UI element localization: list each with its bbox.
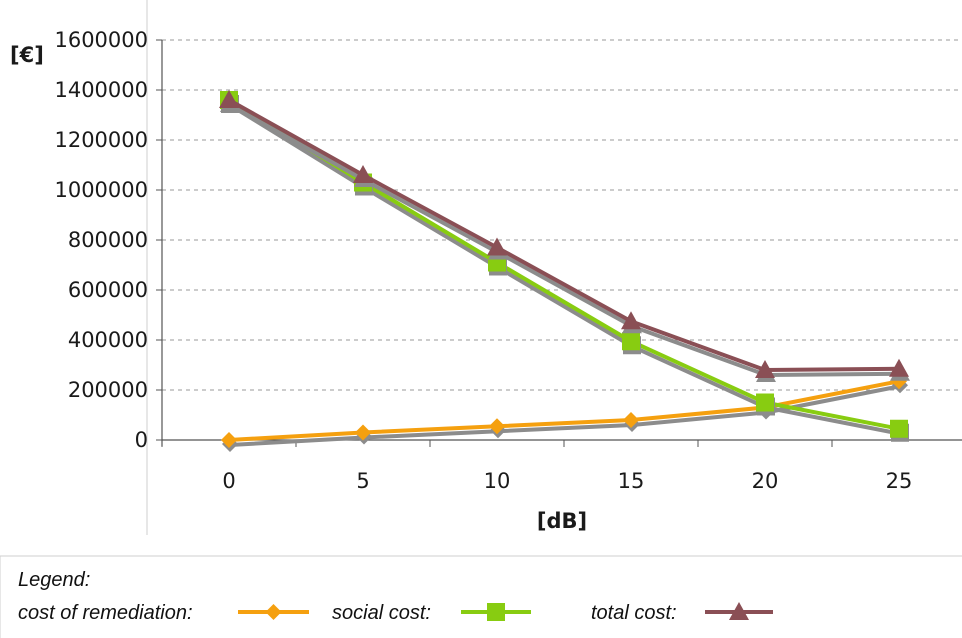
- legend: Legend: cost of remediation: social cost…: [18, 569, 773, 624]
- data-point: [621, 311, 641, 330]
- series-line: [228, 379, 900, 442]
- series-1: [220, 91, 909, 442]
- series-line: [228, 98, 900, 372]
- x-tick-label: 10: [484, 469, 511, 493]
- legend-label-remediation: cost of remediation:: [18, 602, 193, 624]
- y-tick-label: 1000000: [54, 178, 148, 202]
- legend-label-social: social cost:: [332, 602, 431, 624]
- legend-title: Legend:: [18, 569, 90, 591]
- data-point: [623, 412, 639, 428]
- y-tick-label: 800000: [68, 228, 148, 252]
- legend-marker: [729, 602, 749, 620]
- y-tick-label: 600000: [68, 278, 148, 302]
- x-tick-label: 20: [752, 469, 779, 493]
- x-tick-label: 0: [222, 469, 235, 493]
- x-tick-label: 25: [886, 469, 913, 493]
- data-point: [755, 360, 775, 378]
- y-tick-label: 1600000: [54, 28, 148, 52]
- legend-symbol-social: [461, 603, 531, 621]
- data-point: [890, 419, 908, 438]
- x-tick-label: 5: [356, 469, 369, 493]
- x-tick-label: 15: [618, 469, 645, 493]
- series-line-shadow: [229, 103, 901, 377]
- data-point: [219, 90, 239, 108]
- data-point: [355, 424, 371, 441]
- x-axis-title: [dB]: [537, 509, 587, 533]
- y-axis-unit-label: [€]: [10, 43, 44, 67]
- series-line-shadow: [228, 103, 901, 436]
- data-point: [756, 393, 774, 412]
- legend-marker: [265, 604, 282, 620]
- legend-symbol-remediation: [238, 604, 309, 620]
- legend-symbol-total: [705, 602, 773, 620]
- legend-marker: [487, 603, 505, 621]
- y-tick-label: 400000: [68, 328, 148, 352]
- series-group: [219, 90, 910, 452]
- gridlines: [162, 39, 962, 391]
- x-tick-labels: 0 5 10 15 20 25: [222, 469, 912, 493]
- series-line: [227, 98, 900, 431]
- data-point: [353, 165, 373, 183]
- data-point: [489, 418, 505, 435]
- axes: [156, 39, 962, 447]
- y-tick-label: 200000: [68, 378, 148, 402]
- data-point: [487, 237, 507, 256]
- data-point: [622, 332, 640, 351]
- y-tick-label: 1400000: [54, 78, 148, 102]
- y-tick-label: 0: [135, 428, 148, 452]
- data-point: [889, 358, 909, 377]
- y-tick-label: 1200000: [54, 128, 148, 152]
- data-point: [221, 432, 237, 448]
- y-tick-labels: 0 200000 400000 600000 800000 1000000 1200000 1…: [54, 28, 148, 452]
- legend-label-total: total cost:: [591, 602, 677, 624]
- series-2: [219, 90, 910, 382]
